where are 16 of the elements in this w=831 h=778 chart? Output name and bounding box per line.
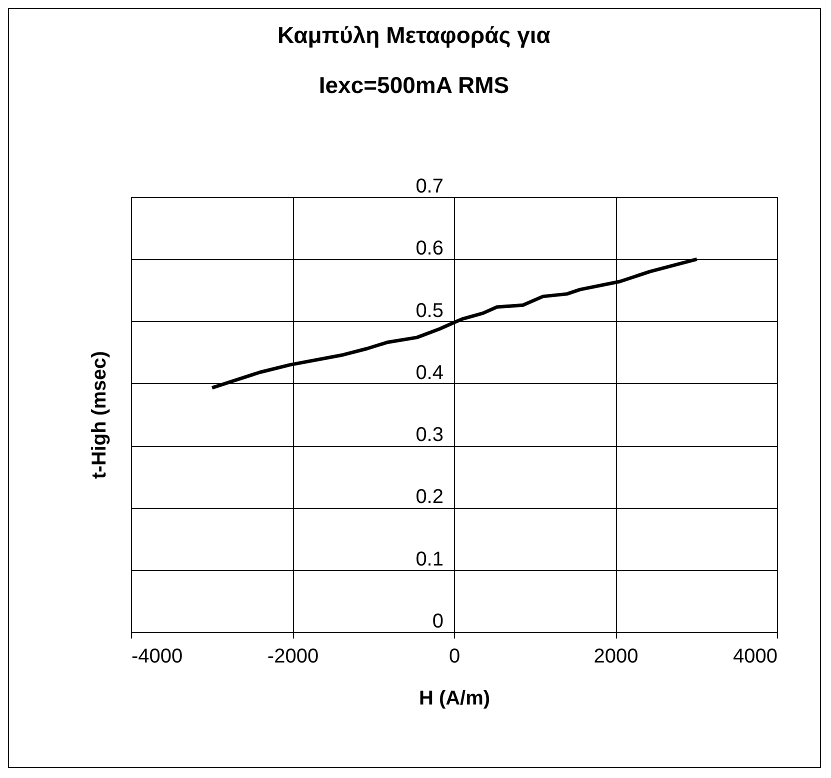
chart-title: Καμπύλη Μεταφοράς για Iexc=500mA RMS xyxy=(278,22,550,98)
y-tick-label: 0.1 xyxy=(416,548,444,570)
x-tick-label: -2000 xyxy=(267,646,319,668)
y-tick-label: 0.7 xyxy=(416,176,444,198)
x-axis-title: H (A/m) xyxy=(418,688,490,710)
x-tick-label: 4000 xyxy=(733,646,778,668)
y-tick-label: 0.3 xyxy=(416,424,444,446)
y-axis-title: t-High (msec) xyxy=(88,351,110,479)
y-tick-label: 0.5 xyxy=(416,300,444,322)
y-tick-label: 0.4 xyxy=(416,362,444,384)
x-tick-label: 2000 xyxy=(594,646,638,668)
x-tick-label: -4000 xyxy=(132,646,183,668)
y-tick-label: 0.2 xyxy=(416,486,444,508)
y-tick-label: 0 xyxy=(432,610,444,632)
y-tick-label: 0.6 xyxy=(416,238,444,260)
x-tick-label: 0 xyxy=(448,646,460,668)
